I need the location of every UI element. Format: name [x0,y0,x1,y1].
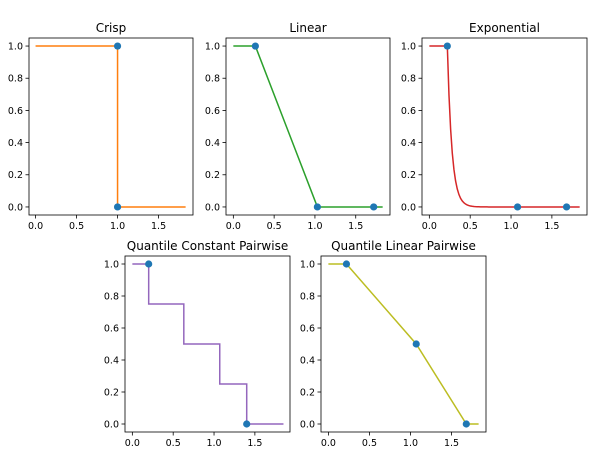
y-tick-label: 0.4 [401,138,416,149]
data-point [113,203,122,211]
subplot-title: Exponential [469,21,540,35]
subplot-title: Crisp [96,21,127,35]
data-point [313,203,321,211]
subplot-3: Exponential 0.0 0.5 1.0 1.5 0.0 0.2 0.4 0.6 0.8 1.… [401,21,588,232]
x-tick-label: 0.5 [166,438,181,449]
x-tick-label: 0.5 [69,221,84,232]
axes-frame [320,255,487,433]
x-tick-label: 1.0 [503,221,518,232]
x-tick-label: 1.5 [444,438,459,449]
series-line [132,263,284,425]
data-point [251,42,259,50]
y-tick-label: 0.8 [8,74,23,85]
data-point [513,203,522,211]
y-tick-label: 0.4 [300,355,315,366]
data-point [562,203,571,211]
y-tick-label: 0.0 [401,202,416,213]
data-point [370,203,378,211]
series-line [233,45,383,208]
x-tick-label: 1.0 [403,438,418,449]
axes-frame [124,255,291,433]
data-point [243,420,251,428]
data-point [443,42,451,50]
data-point [462,420,470,428]
series-line [328,263,479,425]
subplot-2: Linear 0.0 0.5 1.0 1.5 0.0 0.2 0.4 0.6 0.8 1.0 [205,21,391,232]
subplot-1: Crisp 0.0 0.5 1.0 1.5 0.0 0.2 0.4 0.6 0.8 1.0 [8,21,194,232]
y-tick-label: 1.0 [205,41,220,52]
x-tick-label: 1.0 [307,221,322,232]
y-tick-label: 0.4 [8,138,23,149]
y-tick-label: 0.6 [401,106,416,117]
y-tick-label: 0.8 [205,74,220,85]
y-tick-label: 0.6 [104,323,119,334]
y-tick-label: 0.6 [205,106,220,117]
x-tick-label: 0.0 [226,221,241,232]
x-tick-label: 0.0 [125,438,140,449]
y-tick-label: 0.2 [300,387,315,398]
y-tick-label: 1.0 [300,259,315,270]
series-line [35,45,186,208]
x-tick-label: 1.0 [206,438,221,449]
x-tick-label: 0.0 [422,221,437,232]
y-tick-label: 0.8 [401,74,416,85]
x-tick-label: 1.5 [151,221,166,232]
x-tick-label: 0.0 [321,438,336,449]
axes-frame [28,37,194,216]
y-tick-label: 1.0 [104,259,119,270]
subplot-title: Quantile Constant Pairwise [127,239,288,253]
y-tick-label: 0.2 [401,170,416,181]
y-tick-label: 0.0 [300,419,315,430]
series-line [429,45,580,208]
data-point [342,260,351,268]
y-tick-label: 0.2 [104,387,119,398]
x-tick-label: 0.5 [362,438,377,449]
y-tick-label: 0.8 [104,291,119,302]
y-tick-label: 1.0 [401,41,416,52]
y-tick-label: 0.0 [205,202,220,213]
y-tick-label: 0.6 [8,106,23,117]
subplot-title: Linear [289,21,326,35]
x-tick-label: 0.5 [267,221,282,232]
data-point [412,340,420,348]
y-tick-label: 0.2 [205,170,220,181]
x-tick-label: 1.5 [348,221,363,232]
data-point [113,42,122,50]
y-tick-label: 0.4 [205,138,220,149]
y-tick-label: 0.2 [8,170,23,181]
x-tick-label: 0.0 [28,221,43,232]
axes-frame [225,37,391,216]
y-tick-label: 0.0 [104,419,119,430]
y-tick-label: 0.0 [8,202,23,213]
x-tick-label: 1.0 [110,221,125,232]
x-tick-label: 1.5 [247,438,262,449]
subplot-5: Quantile Linear Pairwise 0.0 0.5 1.0 1.5 0.0 0… [300,239,487,449]
data-point [145,260,153,268]
subplot-title: Quantile Linear Pairwise [331,239,476,253]
axes-frame [421,37,588,216]
y-tick-label: 1.0 [8,41,23,52]
x-tick-label: 1.5 [544,221,559,232]
y-tick-label: 0.6 [300,323,315,334]
x-tick-label: 0.5 [463,221,478,232]
subplot-4: Quantile Constant Pairwise 0.0 0.5 1.0 1.5 0.… [104,239,291,449]
y-tick-label: 0.8 [300,291,315,302]
y-tick-label: 0.4 [104,355,119,366]
